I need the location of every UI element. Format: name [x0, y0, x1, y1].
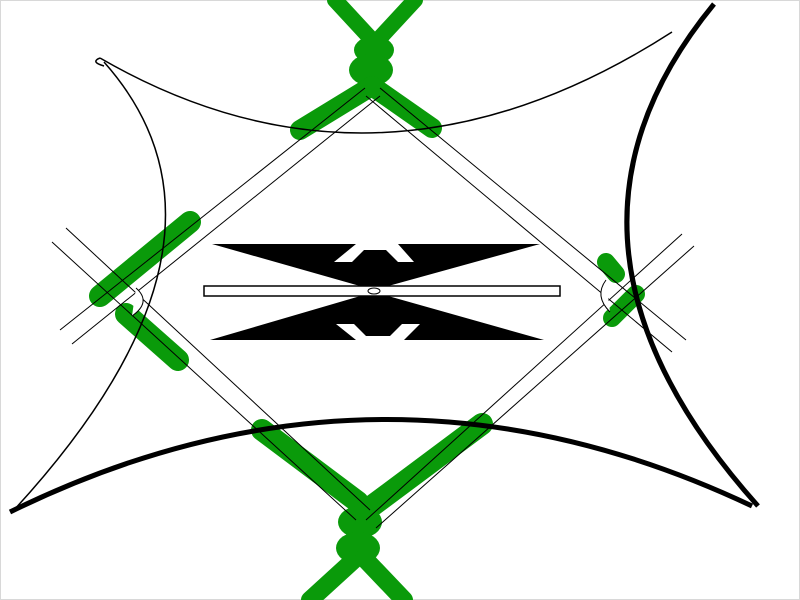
upper-right-arm	[362, 76, 442, 138]
diamond-edge-lr-b	[375, 245, 695, 529]
central-motif	[203, 244, 561, 340]
upper-chevron	[212, 244, 540, 290]
left-band-upper	[89, 211, 201, 307]
bottom-strap-right	[355, 549, 413, 600]
bottom-strap-left	[301, 549, 365, 600]
right-band-lower	[603, 285, 645, 327]
top-strap-right	[370, 0, 423, 48]
left-band-lower	[115, 303, 189, 371]
concave-star	[8, 2, 760, 515]
center-point	[367, 287, 381, 295]
top-knot-lower	[349, 54, 393, 86]
band-caps	[131, 279, 611, 317]
lower-left-arm	[251, 419, 369, 513]
green-bands	[89, 0, 645, 600]
lower-chevron	[210, 292, 544, 340]
diamond-edge-ur-b	[365, 95, 673, 353]
diamond-edge-ll-b	[51, 241, 357, 521]
left-arc	[13, 61, 167, 511]
top-strap-left	[327, 0, 380, 48]
diamond-edge-lr-a	[365, 233, 683, 521]
upper-left-arm	[290, 76, 382, 140]
right-band-upper	[597, 253, 625, 283]
right-arc	[624, 2, 760, 508]
left-band-cap	[131, 287, 144, 317]
top-arc	[99, 31, 673, 134]
right-band-cap	[600, 279, 611, 313]
top-left-tip	[95, 57, 105, 67]
horizontal-bar	[203, 285, 561, 297]
diamond-edge-ul-a	[59, 87, 366, 331]
diamond-edge-ul-b	[71, 95, 381, 345]
bottom-arc	[8, 417, 754, 515]
diamond-edge-ll-a	[65, 227, 371, 511]
